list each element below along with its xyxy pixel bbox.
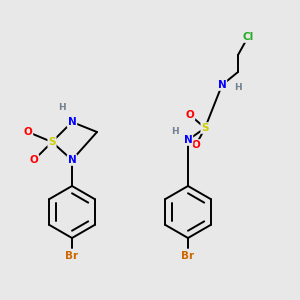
Text: H: H (171, 128, 179, 136)
Text: N: N (218, 80, 226, 90)
Text: N: N (68, 117, 76, 127)
Text: Br: Br (65, 251, 79, 261)
Text: O: O (30, 155, 38, 165)
Text: Cl: Cl (242, 32, 253, 42)
Text: O: O (24, 127, 32, 137)
Text: N: N (68, 155, 76, 165)
Text: H: H (234, 82, 242, 91)
Text: S: S (201, 123, 209, 133)
Text: H: H (58, 103, 66, 112)
Text: N: N (184, 135, 192, 145)
Text: O: O (192, 140, 200, 150)
Text: Br: Br (182, 251, 195, 261)
Text: S: S (48, 137, 56, 147)
Text: O: O (186, 110, 194, 120)
